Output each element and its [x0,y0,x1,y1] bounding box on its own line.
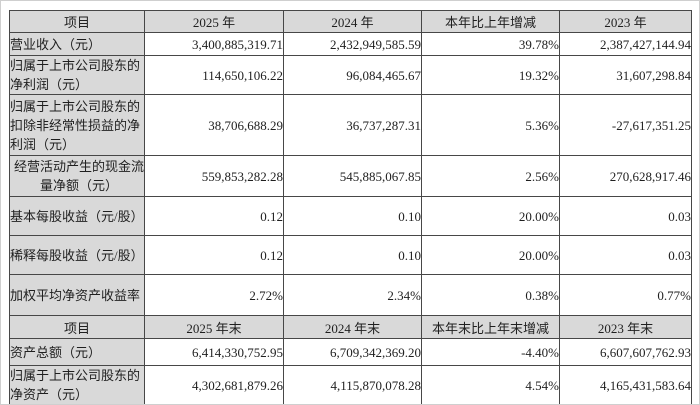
row-label-net-profit: 归属于上市公司股东的净利润（元） [9,55,145,95]
column-header-2023: 2023 年 [559,10,692,33]
column-header-year-end-change: 本年末比上年末增减 [421,315,560,339]
row-operating-cash-flow: 经营活动产生的现金流量净额（元） 559,853,282.28 545,885,… [9,155,692,197]
cell-change-value: 5.36% [421,94,560,156]
row-label-weighted-average-roe: 加权平均净资产收益率 [9,274,145,316]
column-header-2025: 2025 年 [144,10,284,33]
cell-2024-value: 0.10 [283,196,422,236]
cell-2024-value: 6,709,342,369.20 [283,338,422,366]
cell-2025-value: 114,650,106.22 [144,55,284,95]
column-header-2023-year-end: 2023 年末 [559,315,692,339]
cell-change-value: 4.54% [421,365,560,404]
cell-2023-value: 0.03 [559,196,692,236]
column-header-item: 项目 [9,315,145,339]
row-basic-eps: 基本每股收益（元/股） 0.12 0.10 20.00% 0.03 [9,196,692,236]
row-net-assets-attributable: 归属于上市公司股东的净资产（元） 4,302,681,879.26 4,115,… [9,365,692,404]
cell-2025-value: 2.72% [144,274,284,316]
financial-indicators-table: 项目 2025 年 2024 年 本年比上年增减 2023 年 营业收入（元） … [9,10,692,404]
cell-2025-value: 0.12 [144,235,284,275]
cell-2024-value: 4,115,870,078.28 [283,365,422,404]
cell-change-value: 39.78% [421,32,560,56]
row-weighted-average-roe: 加权平均净资产收益率 2.72% 2.34% 0.38% 0.77% [9,274,692,316]
cell-2024-value: 545,885,067.85 [283,155,422,197]
column-header-2024-year-end: 2024 年末 [283,315,422,339]
cell-change-value: 20.00% [421,235,560,275]
cell-2024-value: 2.34% [283,274,422,316]
column-header-2024: 2024 年 [283,10,422,33]
cell-change-value: 2.56% [421,155,560,197]
cell-2023-value: 31,607,298.84 [559,55,692,95]
cell-2023-value: 2,387,427,144.94 [559,32,692,56]
cell-change-value: 19.32% [421,55,560,95]
cell-2025-value: 6,414,330,752.95 [144,338,284,366]
cell-2025-value: 3,400,885,319.71 [144,32,284,56]
cell-2023-value: 4,165,431,583.64 [559,365,692,404]
row-label-basic-eps: 基本每股收益（元/股） [9,196,145,236]
cell-2024-value: 36,737,287.31 [283,94,422,156]
row-net-profit-attributable: 归属于上市公司股东的净利润（元） 114,650,106.22 96,084,4… [9,55,692,95]
column-header-item: 项目 [9,10,145,33]
cell-2025-value: 4,302,681,879.26 [144,365,284,404]
row-net-profit-deducted-non-recurring: 归属于上市公司股东的扣除非经常性损益的净利润（元） 38,706,688.29 … [9,94,692,156]
header-row-annual: 项目 2025 年 2024 年 本年比上年增减 2023 年 [9,10,692,33]
cell-change-value: -4.40% [421,338,560,366]
column-header-2025-year-end: 2025 年末 [144,315,284,339]
cell-2024-value: 0.10 [283,235,422,275]
cell-2025-value: 559,853,282.28 [144,155,284,197]
cell-2025-value: 0.12 [144,196,284,236]
row-operating-revenue: 营业收入（元） 3,400,885,319.71 2,432,949,585.5… [9,32,692,56]
row-label-diluted-eps: 稀释每股收益（元/股） [9,235,145,275]
cell-2023-value: 0.03 [559,235,692,275]
cell-2023-value: 6,607,607,762.93 [559,338,692,366]
cell-2023-value: -27,617,351.25 [559,94,692,156]
cell-change-value: 20.00% [421,196,560,236]
cell-change-value: 0.38% [421,274,560,316]
cell-2025-value: 38,706,688.29 [144,94,284,156]
row-label-total-assets: 资产总额（元） [9,338,145,366]
cell-2024-value: 96,084,465.67 [283,55,422,95]
cell-2023-value: 0.77% [559,274,692,316]
cell-2023-value: 270,628,917.46 [559,155,692,197]
row-total-assets: 资产总额（元） 6,414,330,752.95 6,709,342,369.2… [9,338,692,366]
row-label-net-assets: 归属于上市公司股东的净资产（元） [9,365,145,404]
row-label-operating-cash-flow: 经营活动产生的现金流量净额（元） [9,155,145,197]
cell-2024-value: 2,432,949,585.59 [283,32,422,56]
header-row-year-end: 项目 2025 年末 2024 年末 本年末比上年末增减 2023 年末 [9,315,692,339]
column-header-yoy-change: 本年比上年增减 [421,10,560,33]
row-label-net-profit-deducted: 归属于上市公司股东的扣除非经常性损益的净利润（元） [9,94,145,156]
row-label-operating-revenue: 营业收入（元） [9,32,145,56]
row-diluted-eps: 稀释每股收益（元/股） 0.12 0.10 20.00% 0.03 [9,235,692,275]
